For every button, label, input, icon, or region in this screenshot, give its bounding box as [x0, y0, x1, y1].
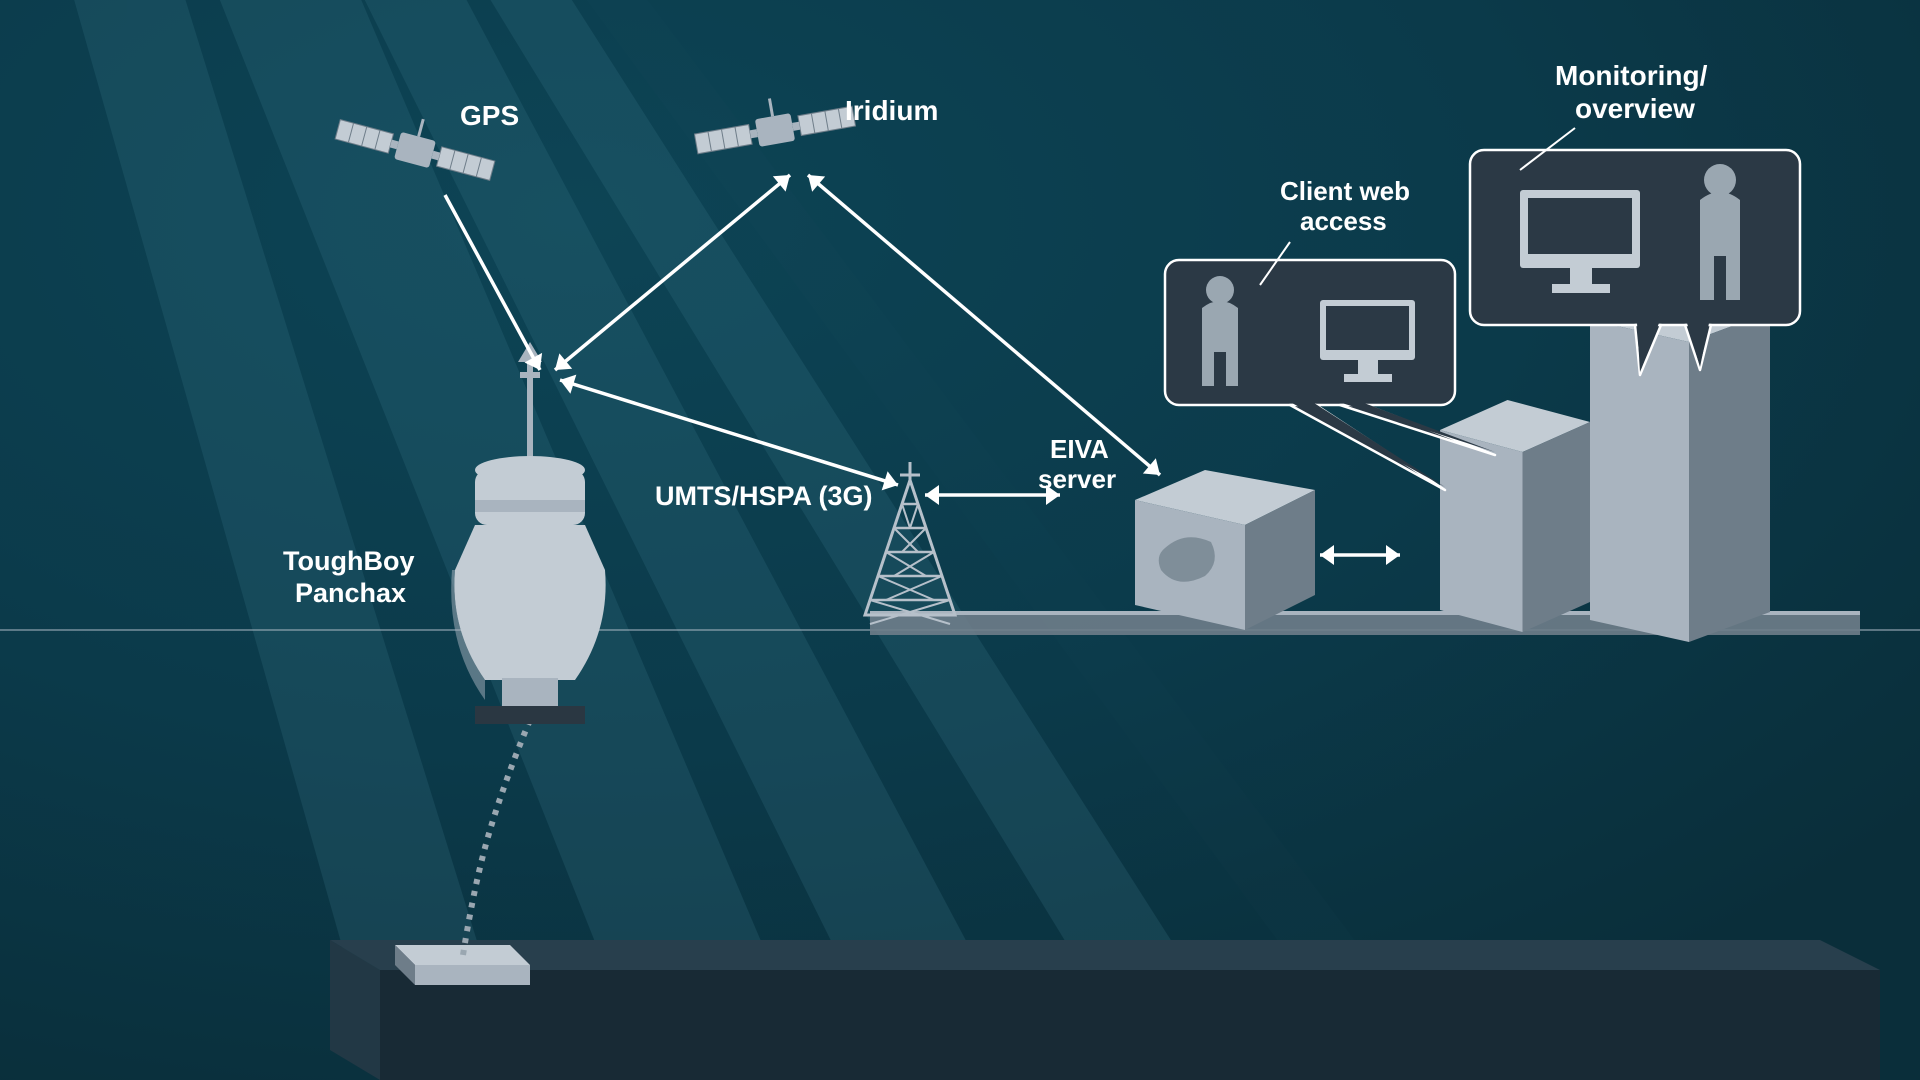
label-mon1: Monitoring/ — [1555, 60, 1708, 91]
label-mon2: overview — [1575, 93, 1695, 124]
building-large-icon — [1590, 290, 1770, 642]
label-gps: GPS — [460, 100, 519, 131]
seabed-block — [330, 940, 1880, 1080]
building-small-icon — [1440, 400, 1590, 632]
label-umts: UMTS/HSPA (3G) — [655, 481, 873, 511]
eiva-server-icon — [1135, 470, 1315, 630]
label-eiva2: server — [1038, 464, 1116, 494]
label-buoy2: Panchax — [295, 578, 406, 608]
label-client1: Client web — [1280, 176, 1410, 206]
label-buoy1: ToughBoy — [283, 546, 414, 576]
label-eiva1: EIVA — [1050, 434, 1109, 464]
label-iridium: Iridium — [845, 95, 938, 126]
diagram-root: { "type": "infographic", "canvas": { "wi… — [0, 0, 1920, 1080]
label-client2: access — [1300, 206, 1387, 236]
